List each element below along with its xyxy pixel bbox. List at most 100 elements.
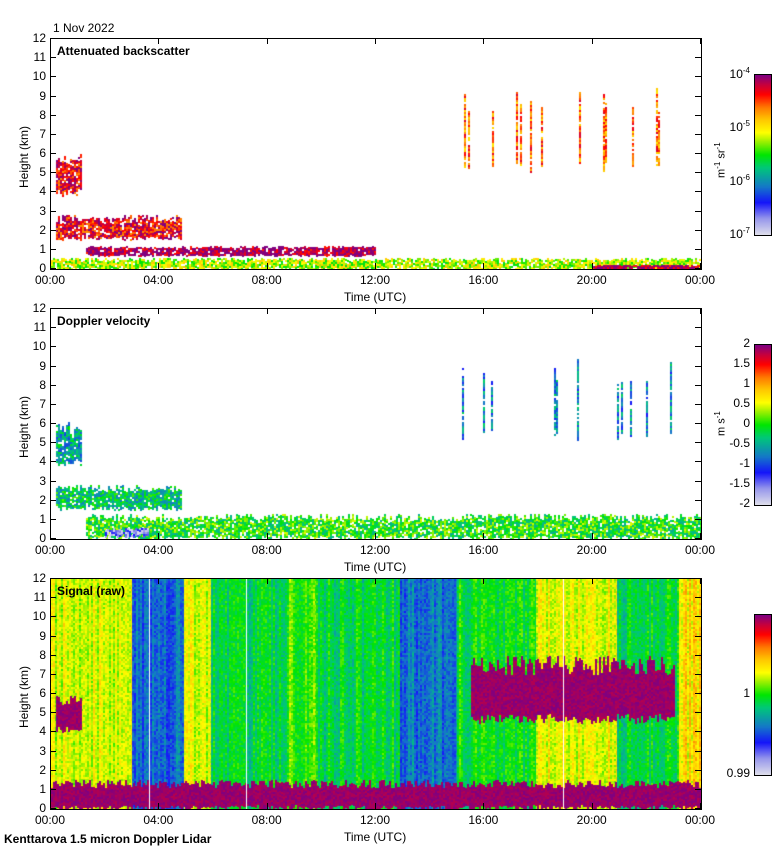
y-tick-mark — [50, 153, 56, 154]
y-tick-mark-right — [695, 461, 701, 463]
y-tick-mark — [50, 750, 56, 752]
y-tick-label: 10 — [32, 609, 46, 624]
y-tick-mark-right — [695, 57, 701, 59]
x-tick-label: 12:00 — [359, 273, 391, 287]
y-tick-label: 12 — [32, 571, 46, 585]
y-tick-label: 2 — [39, 762, 46, 777]
y-tick-mark-right — [695, 499, 701, 501]
y-tick-mark — [50, 327, 56, 329]
y-tick-label: 5 — [39, 705, 46, 720]
y-tick-label: 1 — [39, 241, 46, 256]
colorbar — [754, 74, 772, 236]
y-tick-mark-right — [695, 712, 701, 714]
colorbar-gradient — [755, 345, 771, 505]
colorbar-tick-label: 10-6 — [729, 172, 750, 188]
x-tick-mark — [591, 803, 593, 809]
y-tick-label: 6 — [39, 146, 46, 160]
y-tick-mark-right — [695, 229, 701, 231]
y-tick-mark — [50, 133, 56, 135]
x-tick-label: 00:00 — [34, 543, 66, 557]
x-tick-mark — [591, 533, 593, 539]
y-tick-mark — [50, 480, 56, 482]
y-tick-label: 9 — [39, 358, 46, 373]
x-tick-mark — [375, 803, 376, 809]
y-tick-mark — [50, 442, 56, 444]
colorbar-tick-label: 10-4 — [729, 66, 750, 81]
y-tick-label: 9 — [39, 628, 46, 643]
plot-area-3[interactable]: Signal (raw) — [50, 578, 702, 810]
x-tick-mark — [158, 533, 160, 539]
x-tick-mark — [158, 263, 160, 269]
y-tick-mark — [50, 769, 56, 771]
x-tick-label: 04:00 — [143, 273, 174, 287]
y-tick-mark-right — [695, 597, 701, 599]
y-tick-mark-right — [695, 327, 701, 329]
x-tick-mark — [700, 263, 701, 269]
y-tick-label: 2 — [39, 222, 46, 237]
y-tick-mark — [50, 191, 56, 193]
y-tick-mark-right — [695, 95, 701, 97]
x-tick-mark-top — [158, 308, 160, 314]
y-tick-mark — [50, 95, 56, 97]
x-tick-label: 00:00 — [684, 543, 716, 557]
y-tick-label: 1 — [39, 511, 46, 526]
x-tick-label: 20:00 — [576, 813, 607, 827]
y-tick-mark-right — [695, 133, 701, 135]
y-tick-mark — [50, 461, 56, 463]
y-tick-label: 4 — [39, 184, 46, 199]
plot-area-2[interactable]: Doppler velocity — [50, 308, 702, 540]
y-tick-label: 7 — [39, 666, 46, 681]
y-tick-mark — [50, 76, 56, 78]
y-tick-mark — [50, 384, 56, 386]
colorbar-tick-label: 0 — [743, 416, 750, 430]
colorbar-tick-label: -0.5 — [729, 436, 750, 450]
date-label: 1 Nov 2022 — [53, 21, 115, 35]
y-tick-label: 6 — [39, 686, 46, 700]
colorbar-gradient — [755, 75, 771, 235]
y-tick-mark-right — [695, 365, 701, 367]
y-tick-mark — [50, 712, 56, 714]
x-tick-label: 04:00 — [143, 813, 174, 827]
x-tick-label: 08:00 — [251, 813, 282, 827]
x-tick-mark — [483, 263, 485, 269]
colorbar-tick-label: 10-5 — [729, 119, 750, 135]
y-tick-mark-right — [695, 693, 701, 694]
plot-area-1[interactable]: Attenuated backscatter — [50, 38, 702, 270]
x-tick-label: 00:00 — [684, 273, 716, 287]
x-tick-mark — [375, 263, 376, 269]
y-tick-label: 1 — [39, 781, 46, 796]
x-tick-mark-top — [591, 578, 593, 584]
y-tick-mark-right — [695, 616, 701, 618]
y-tick-mark-right — [695, 769, 701, 771]
y-tick-label: 7 — [39, 126, 46, 141]
x-tick-mark — [266, 803, 268, 809]
y-tick-mark-right — [695, 518, 701, 520]
colorbar-tick-label: 0.99 — [726, 766, 750, 780]
y-tick-label: 3 — [39, 473, 46, 488]
y-tick-mark — [50, 616, 56, 618]
heatmap-canvas — [51, 579, 701, 809]
y-tick-mark-right — [695, 442, 701, 444]
x-tick-mark-top — [700, 578, 701, 584]
colorbar-label: m-1 sr-1 — [713, 142, 728, 178]
x-tick-label: 00:00 — [34, 273, 66, 287]
x-tick-mark-top — [483, 38, 485, 44]
y-tick-label: 12 — [32, 301, 46, 315]
y-tick-mark-right — [695, 268, 701, 269]
x-tick-mark-top — [591, 38, 593, 44]
y-tick-mark-right — [695, 538, 701, 539]
x-tick-label: 12:00 — [359, 543, 391, 557]
y-tick-mark — [50, 635, 56, 637]
y-tick-mark — [50, 538, 56, 539]
y-tick-mark-right — [695, 403, 701, 405]
y-tick-mark-right — [695, 788, 701, 790]
x-tick-mark — [50, 533, 51, 539]
y-tick-mark-right — [695, 346, 701, 348]
colorbar-tick-label: 1.5 — [733, 356, 750, 370]
x-tick-mark — [700, 803, 701, 809]
colorbar-gradient — [755, 615, 771, 775]
x-tick-mark — [266, 263, 268, 269]
colorbar-label: m s-1 — [713, 411, 728, 436]
y-tick-mark — [50, 403, 56, 405]
x-tick-mark — [158, 803, 160, 809]
